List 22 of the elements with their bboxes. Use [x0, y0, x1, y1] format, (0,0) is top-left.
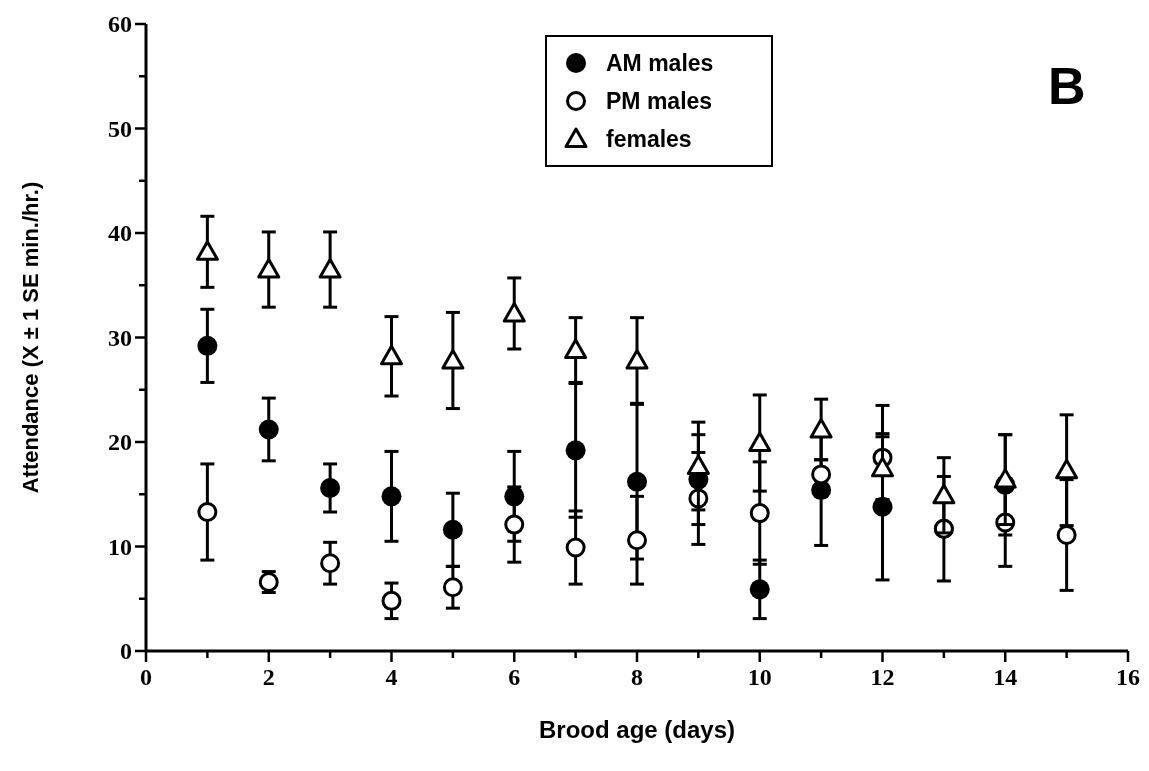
- y-tick-label: 30: [108, 324, 132, 351]
- y-tick-label: 50: [108, 115, 132, 142]
- x-tick-label: 12: [870, 664, 895, 690]
- x-tick-label: 0: [140, 664, 152, 690]
- x-tick-label: 10: [747, 664, 772, 690]
- x-tick-label: 8: [631, 664, 643, 690]
- x-tick-label: 4: [385, 664, 398, 690]
- y-tick-label: 60: [108, 11, 132, 37]
- legend-label: PM males: [606, 88, 713, 114]
- x-tick-label: 2: [262, 664, 275, 690]
- y-axis-title: Attendance (X ± 1 SE min./hr.): [18, 181, 43, 494]
- y-tick-label: 0: [120, 638, 132, 664]
- y-tick-label: 10: [108, 533, 132, 560]
- x-axis-title: Brood age (days): [538, 716, 736, 743]
- x-tick-label: 6: [508, 664, 521, 690]
- y-tick-label: 20: [108, 429, 132, 455]
- legend-label: females: [606, 126, 692, 152]
- x-tick-label: 16: [1116, 664, 1140, 690]
- legend-label: AM males: [606, 50, 714, 76]
- x-tick-label: 14: [993, 664, 1018, 690]
- annotation: B: [1048, 57, 1086, 115]
- y-tick-label: 40: [108, 220, 132, 246]
